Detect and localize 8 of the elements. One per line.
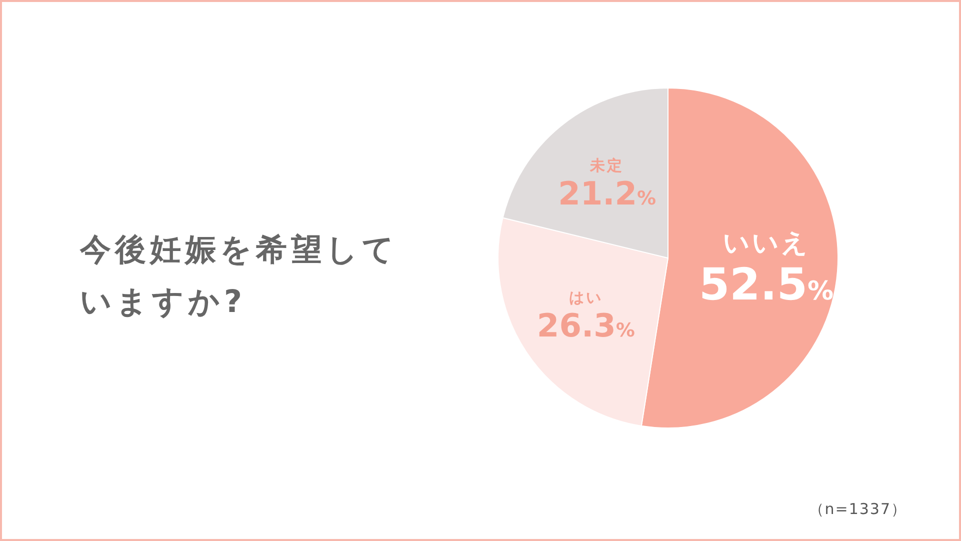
slice-label: いいえ — [722, 228, 810, 259]
data-label: 52.5% — [698, 260, 834, 311]
text: 今後妊娠を希望していますか? — [80, 231, 399, 322]
data-label: 21.2% — [558, 174, 656, 212]
data-label: 26.3% — [536, 306, 635, 345]
slice-label: はい — [568, 288, 603, 307]
slice-label: 未定 — [589, 156, 624, 174]
text: （n=1337） — [808, 500, 907, 519]
